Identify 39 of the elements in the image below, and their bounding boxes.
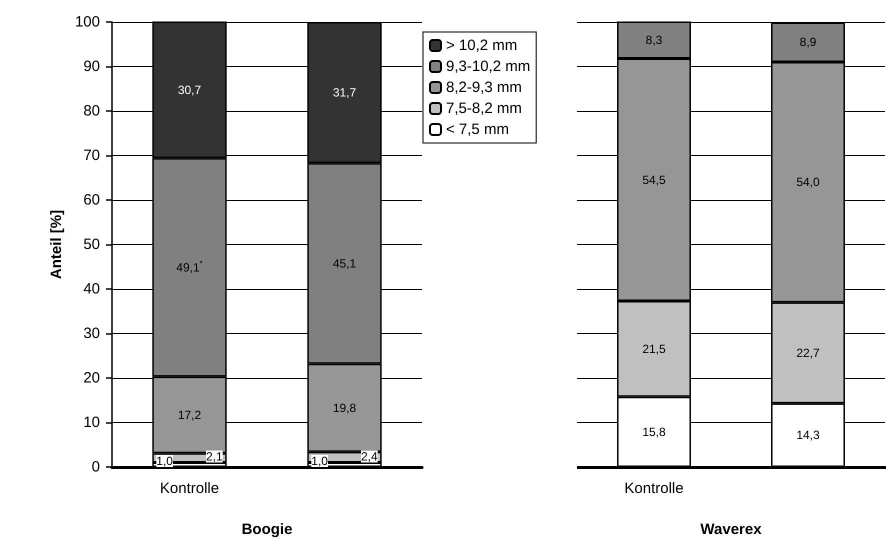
legend-label: > 10,2 mm [446,37,518,54]
data-label: 2,4 [361,450,378,464]
data-label: 2,1 [206,450,224,464]
y-tick-label: 80 [83,102,100,120]
legend-label: 8,2-9,3 mm [446,79,522,96]
x-axis-title: Boogie [242,521,292,538]
y-tick-label: 10 [83,414,100,431]
data-label: 8,3 [646,33,663,48]
legend-label: < 7,5 mm [446,121,509,138]
data-label: 22,7 [796,346,820,360]
data-label: 31,7 [332,86,356,100]
data-label: 54,0 [796,175,820,190]
x-axis-title: Waverex [700,521,762,538]
y-tick-label: 0 [92,458,100,476]
data-label: 49,1* [176,258,203,274]
data-label: 30,7 [178,82,202,97]
data-label: 54,5 [642,172,666,187]
x-tick-label: Kontrolle [624,480,684,497]
y-tick-label: 60 [83,192,100,208]
data-label: 17,2 [178,408,202,422]
y-tick-label: 100 [74,14,100,30]
legend-label: 7,5-8,2 mm [446,100,522,117]
y-axis-title: Anteil [%] [48,210,66,280]
y-tick-label: 90 [83,58,100,75]
data-label: 15,8 [642,424,666,439]
x-tick-label: Kontrolle [160,480,220,497]
data-label: 45,1 [332,256,356,270]
y-tick-label: 40 [83,280,100,298]
data-label: 1,0 [156,454,174,468]
y-tick-label: 70 [83,147,100,164]
data-label: 21,5 [642,342,666,356]
legend-label: 9,3-10,2 mm [446,58,530,75]
data-label: 8,9 [800,35,817,50]
y-tick-label: 20 [83,370,100,386]
y-tick-label: 50 [83,236,100,253]
data-label: 1,0 [311,454,328,468]
data-label: 19,8 [332,400,356,415]
data-label: 14,3 [796,428,820,442]
y-tick-label: 30 [83,325,100,342]
